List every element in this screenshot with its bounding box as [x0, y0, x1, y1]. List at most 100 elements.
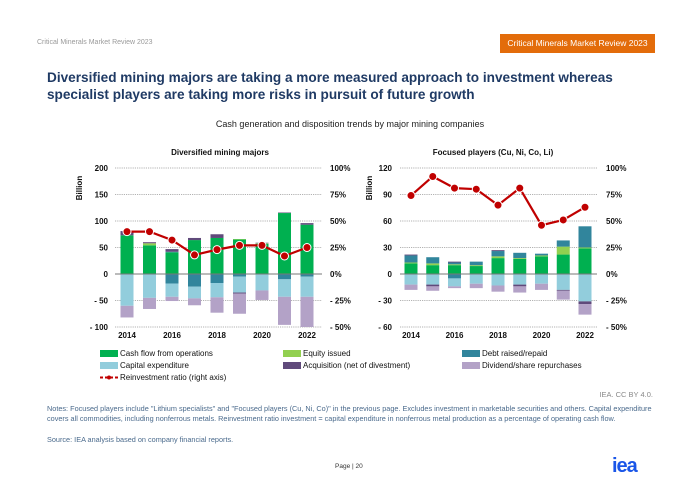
bar-acquisition [578, 301, 592, 305]
bar-debt [535, 253, 548, 256]
bar-debt [188, 274, 201, 287]
bar-debt [491, 251, 505, 257]
y2-tick-label: 100% [330, 164, 350, 173]
bar-dividend [426, 286, 440, 291]
credit-text: IEA. CC BY 4.0. [599, 390, 653, 399]
bar-capex [426, 274, 440, 285]
x-tick-label: 2022 [576, 331, 594, 340]
y2-tick-label: - 50% [330, 323, 351, 332]
bar-capex [578, 274, 592, 302]
reinvestment-ratio-point [515, 183, 525, 193]
chart-title: Diversified mining majors [171, 148, 269, 157]
y-axis-label: Billion [365, 176, 374, 201]
bar-capex [210, 283, 224, 298]
y2-tick-label: 25% [606, 244, 622, 253]
reinvestment-ratio-point [471, 184, 481, 194]
bar-debt [404, 255, 418, 263]
y2-tick-label: - 25% [606, 297, 627, 306]
y-tick-label: 90 [383, 191, 392, 200]
y-tick-label: 200 [95, 164, 109, 173]
bar-debt [278, 274, 291, 280]
y-tick-label: 50 [99, 244, 108, 253]
legend-label: Debt raised/repaid [482, 349, 548, 358]
legend-swatch [462, 350, 480, 357]
bar-equity [426, 263, 440, 266]
bar-acquisition [448, 261, 461, 263]
bar-debt [578, 226, 592, 248]
bar-debt [233, 274, 246, 277]
bar-debt [448, 274, 461, 279]
reinvestment-ratio-point [122, 227, 132, 237]
bar-cash_flow [255, 243, 269, 274]
bar-capex [300, 276, 314, 297]
bar-cash_flow [535, 256, 548, 274]
bar-acquisition [556, 289, 570, 291]
source-text: Source: IEA analysis based on company fi… [47, 435, 234, 444]
iea-logo[interactable]: iea [612, 455, 638, 477]
bar-capex [556, 274, 570, 290]
reinvestment-ratio-point [302, 243, 312, 252]
bar-acquisition [513, 284, 527, 287]
bar-capex [469, 274, 483, 284]
bar-cash_flow [491, 258, 505, 274]
y-tick-label: 0 [104, 270, 109, 279]
x-tick-label: 2020 [533, 331, 551, 340]
legend-label: Equity issued [303, 349, 351, 358]
notes-text: Notes: Focused players include "Lithium … [47, 404, 652, 423]
bar-capex [535, 274, 548, 284]
x-tick-label: 2018 [489, 331, 507, 340]
x-tick-label: 2018 [208, 331, 226, 340]
bar-equity [535, 255, 548, 257]
bar-capex [491, 274, 505, 286]
reinvestment-ratio-point [167, 235, 177, 245]
bar-cash_flow [165, 252, 179, 274]
bar-capex [120, 274, 134, 306]
page-title: Diversified mining majors are taking a m… [47, 70, 613, 102]
legend-swatch [283, 350, 301, 357]
legend-swatch [462, 362, 480, 369]
y2-tick-label: 75% [330, 191, 346, 200]
y-tick-label: 0 [388, 270, 393, 279]
x-tick-label: 2016 [446, 331, 464, 340]
y-tick-label: - 60 [378, 323, 392, 332]
bar-dividend [165, 296, 179, 302]
legend-swatch [100, 374, 118, 381]
bar-dividend [535, 283, 548, 290]
bar-equity [513, 258, 527, 259]
bar-acquisition [233, 292, 246, 294]
header-report-badge[interactable]: Critical Minerals Market Review 2023 [500, 34, 655, 53]
reinvestment-ratio-point [257, 240, 267, 250]
bar-equity [448, 264, 461, 266]
legend-item-ratio: Reinvestment ratio (right axis) [100, 373, 226, 382]
bar-dividend [120, 305, 134, 318]
bar-debt [469, 261, 483, 266]
bar-cash_flow [210, 237, 224, 274]
header-report-title: Critical Minerals Market Review 2023 [37, 39, 153, 46]
bar-equity [556, 246, 570, 255]
bar-dividend [404, 284, 418, 290]
y2-tick-label: 100% [606, 164, 626, 173]
bar-debt [448, 262, 461, 265]
legend-label: Acquisition (net of divestment) [303, 361, 411, 370]
bar-equity [233, 239, 246, 240]
legend-item-dividend: Dividend/share repurchases [462, 361, 582, 370]
legend-label: Cash flow from operations [120, 349, 213, 358]
bar-acquisition [278, 212, 291, 214]
bar-dividend [255, 290, 269, 300]
bar-acquisition [404, 254, 418, 256]
bar-cash_flow [143, 245, 156, 274]
bar-acquisition [143, 242, 156, 244]
reinvestment-ratio-point [280, 251, 289, 261]
bar-dividend [300, 296, 314, 327]
bar-dividend [513, 286, 527, 293]
y2-tick-label: 75% [606, 191, 622, 200]
legend-label: Capital expenditure [120, 361, 189, 370]
legend-item-debt: Debt raised/repaid [462, 349, 547, 358]
bar-dividend [578, 304, 592, 315]
bar-dividend [233, 293, 246, 314]
y2-tick-label: 0% [330, 270, 342, 279]
bar-equity [469, 265, 483, 267]
y-tick-label: 150 [95, 191, 109, 200]
legend-label: Reinvestment ratio (right axis) [120, 373, 227, 382]
bar-dividend [491, 285, 505, 292]
